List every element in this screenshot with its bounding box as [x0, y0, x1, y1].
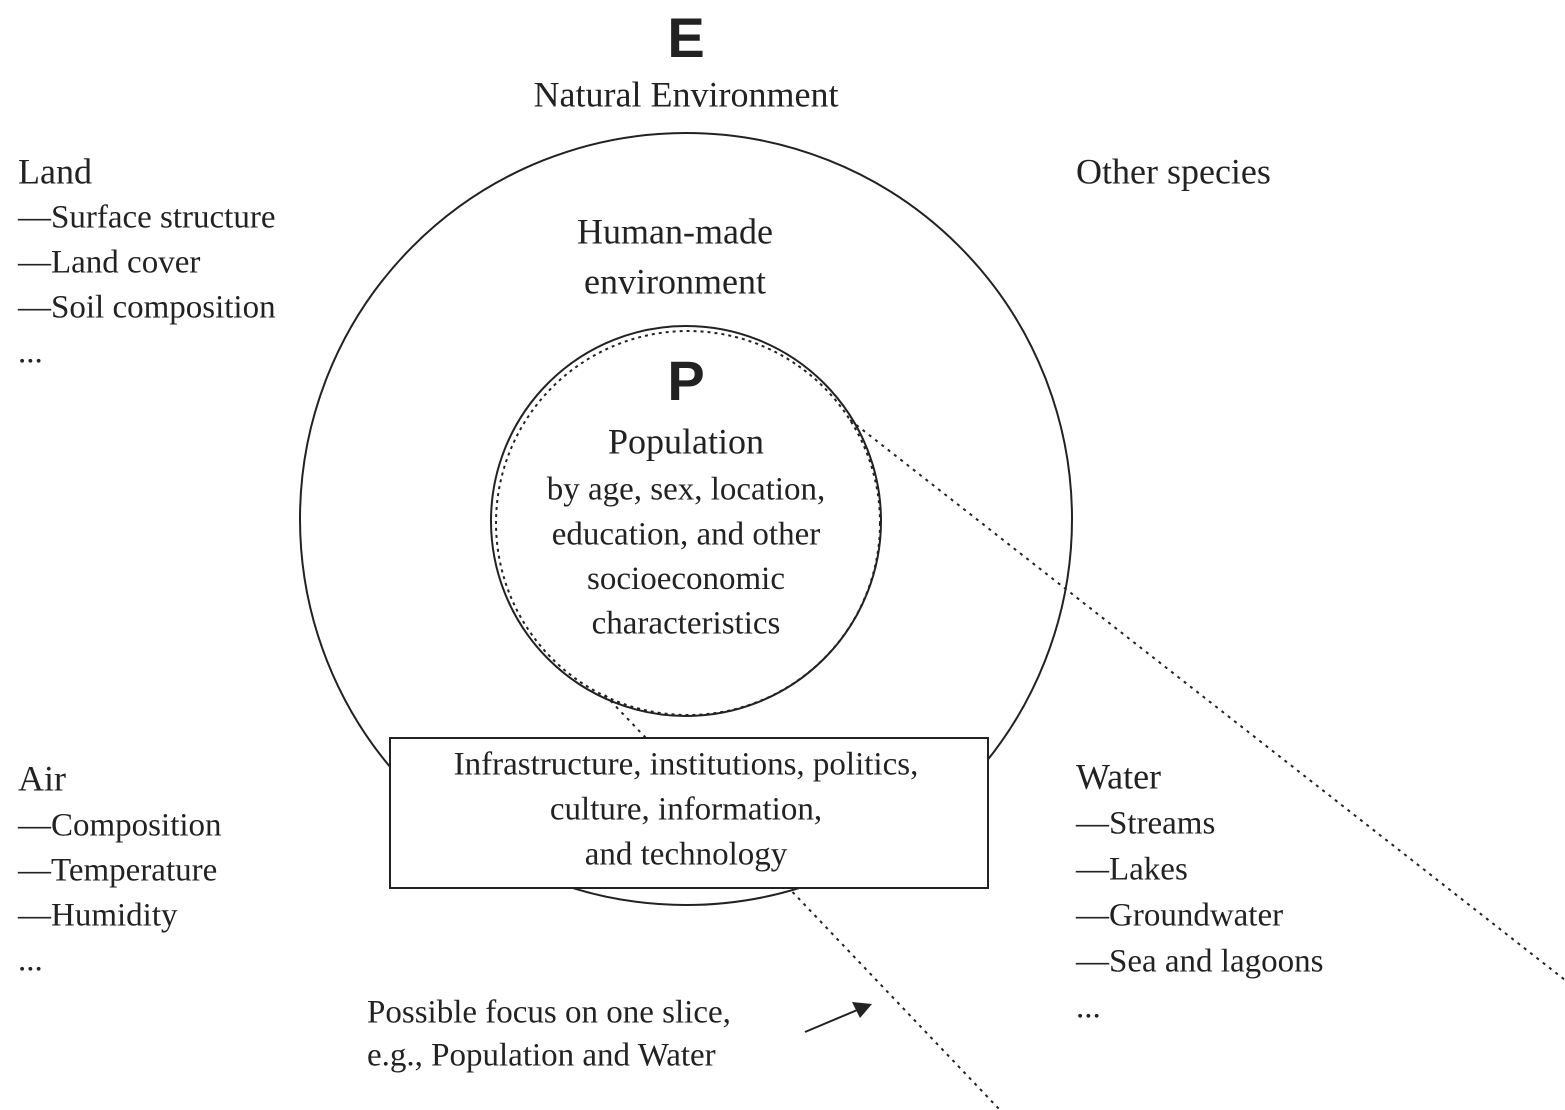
water-item: —Streams	[1075, 806, 1215, 842]
population-title: Population	[608, 421, 764, 461]
air-item: ...	[18, 943, 43, 979]
slice-line	[849, 419, 1565, 981]
air-item: —Humidity	[17, 898, 178, 934]
water-item: —Groundwater	[1075, 898, 1283, 934]
population-line: socioeconomic	[587, 561, 785, 597]
box	[389, 737, 989, 889]
land-title: Land	[18, 151, 92, 191]
population-line: education, and other	[552, 516, 820, 552]
box-line: culture, information,	[550, 792, 822, 828]
land-item: —Land cover	[17, 245, 200, 281]
arrow-head	[852, 1002, 872, 1018]
title: Natural Environment	[534, 74, 839, 114]
box-line: Infrastructure, institutions, politics,	[454, 747, 919, 783]
human-made: environment	[584, 261, 766, 301]
other-species: Other species	[1076, 151, 1271, 191]
air-title: Air	[18, 758, 66, 798]
note-line: Possible focus on one slice,	[367, 995, 731, 1031]
dotted-circle	[495, 330, 881, 716]
human-made: Human-made	[577, 211, 773, 251]
land-item: ...	[18, 335, 43, 371]
population-line: by age, sex, location,	[547, 472, 826, 508]
water-item: —Sea and lagoons	[1075, 944, 1323, 980]
land-item: —Surface structure	[17, 200, 275, 236]
water-title: Water	[1076, 756, 1161, 796]
p-letter: P	[667, 349, 704, 412]
water-item: —Lakes	[1075, 852, 1188, 888]
note-line: e.g., Population and Water	[367, 1038, 716, 1074]
inner-circle	[490, 325, 882, 717]
air-item: —Composition	[17, 808, 222, 844]
outer-circle	[299, 132, 1073, 906]
population-line: characteristics	[592, 606, 781, 642]
land-item: —Soil composition	[17, 290, 276, 326]
e-letter: E	[667, 6, 704, 69]
water-item: ...	[1076, 990, 1101, 1026]
air-item: —Temperature	[17, 853, 217, 889]
arrow	[804, 1007, 863, 1033]
box-line: and technology	[585, 837, 788, 873]
